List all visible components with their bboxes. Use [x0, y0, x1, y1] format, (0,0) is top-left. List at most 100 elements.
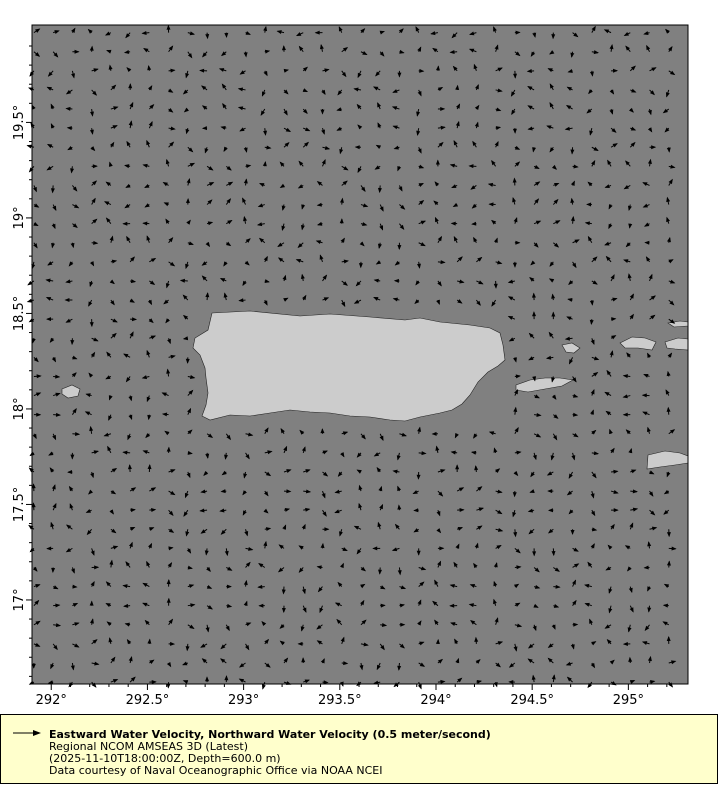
- velocity-arrow: [245, 31, 251, 35]
- velocity-arrow: [623, 31, 631, 37]
- velocity-arrow: [566, 490, 573, 496]
- velocity-arrow: [551, 164, 557, 170]
- velocity-arrow: [356, 548, 362, 555]
- velocity-arrow: [392, 89, 400, 93]
- velocity-arrow: [469, 31, 477, 36]
- velocity-arrow: [437, 260, 446, 265]
- velocity-arrow: [165, 218, 170, 224]
- velocity-arrow: [527, 658, 535, 664]
- velocity-arrow: [474, 104, 480, 111]
- velocity-arrow: [321, 159, 326, 167]
- velocity-arrow: [104, 201, 112, 206]
- velocity-arrow: [149, 487, 157, 492]
- velocity-arrow: [529, 277, 535, 282]
- velocity-arrow: [491, 219, 497, 225]
- velocity-arrow: [187, 407, 192, 415]
- velocity-arrow: [649, 67, 657, 72]
- velocity-arrow: [264, 450, 273, 455]
- velocity-arrow: [495, 662, 501, 668]
- velocity-arrow: [245, 164, 252, 169]
- x-tick-label: 292.5°: [126, 693, 170, 708]
- velocity-arrow: [283, 68, 289, 73]
- velocity-arrow: [166, 597, 171, 606]
- velocity-arrow: [418, 199, 425, 205]
- velocity-arrow: [161, 412, 169, 417]
- velocity-arrow: [397, 662, 402, 671]
- velocity-arrow: [144, 619, 150, 626]
- velocity-arrow: [31, 338, 36, 344]
- velocity-arrow: [31, 483, 36, 492]
- velocity-arrow: [264, 490, 269, 497]
- velocity-arrow: [277, 257, 285, 263]
- velocity-arrow: [643, 373, 650, 378]
- velocity-arrow: [604, 624, 612, 629]
- y-axis: 17° 17.5° 18° 18.5° 19° 19.5°: [12, 45, 32, 677]
- velocity-arrow: [437, 490, 444, 497]
- velocity-arrow: [630, 489, 638, 494]
- velocity-arrow: [360, 642, 369, 647]
- velocity-arrow: [26, 298, 35, 303]
- velocity-arrow: [319, 605, 324, 614]
- velocity-arrow: [398, 28, 404, 34]
- velocity-arrow: [668, 318, 676, 324]
- velocity-arrow: [589, 128, 594, 136]
- velocity-arrow: [376, 662, 381, 671]
- velocity-arrow: [572, 433, 579, 438]
- velocity-arrow: [455, 84, 460, 91]
- velocity-arrow: [110, 125, 118, 129]
- velocity-arrow: [264, 145, 272, 150]
- x-tick-label: 294°: [420, 693, 451, 708]
- velocity-arrow: [418, 662, 426, 667]
- velocity-arrow: [568, 509, 574, 515]
- x-tick-label: 294.5°: [510, 693, 554, 708]
- velocity-arrow: [377, 122, 382, 129]
- velocity-arrow: [341, 165, 349, 171]
- velocity-arrow: [108, 161, 113, 167]
- velocity-arrow: [110, 299, 115, 306]
- velocity-arrow: [225, 198, 232, 205]
- velocity-arrow: [168, 45, 174, 53]
- velocity-arrow: [591, 146, 599, 151]
- velocity-arrow: [85, 508, 92, 513]
- velocity-arrow: [475, 299, 481, 306]
- velocity-arrow: [128, 656, 133, 664]
- velocity-arrow: [528, 332, 535, 339]
- velocity-arrow: [417, 426, 422, 434]
- velocity-arrow: [610, 127, 617, 133]
- velocity-arrow: [514, 602, 521, 607]
- velocity-arrow: [476, 679, 483, 684]
- velocity-arrow: [201, 261, 208, 266]
- velocity-arrow: [418, 581, 425, 587]
- velocity-arrow: [649, 145, 657, 150]
- velocity-arrow: [109, 509, 114, 515]
- velocity-arrow: [65, 89, 73, 95]
- velocity-arrow: [281, 223, 286, 232]
- velocity-arrow: [494, 140, 499, 148]
- velocity-arrow: [474, 636, 479, 644]
- velocity-arrow: [495, 509, 503, 515]
- velocity-arrow: [51, 567, 56, 574]
- velocity-arrow: [182, 661, 189, 666]
- velocity-arrow: [662, 108, 670, 114]
- velocity-arrow: [569, 357, 574, 365]
- velocity-arrow: [530, 260, 536, 266]
- velocity-arrow: [341, 661, 349, 666]
- velocity-arrow: [354, 145, 361, 150]
- velocity-arrow: [206, 566, 211, 573]
- velocity-arrow: [283, 489, 292, 494]
- velocity-arrow: [245, 238, 251, 244]
- velocity-arrow: [456, 256, 463, 263]
- velocity-arrow: [168, 126, 176, 131]
- velocity-arrow: [84, 411, 92, 416]
- velocity-arrow: [303, 489, 312, 494]
- velocity-arrow: [629, 313, 634, 320]
- velocity-arrow: [355, 280, 362, 287]
- velocity-arrow: [263, 540, 268, 549]
- velocity-arrow: [90, 351, 96, 358]
- velocity-arrow: [187, 584, 195, 589]
- velocity-arrow: [610, 523, 615, 530]
- velocity-arrow: [129, 526, 136, 531]
- velocity-arrow: [435, 65, 440, 71]
- velocity-arrow: [553, 604, 560, 608]
- velocity-arrow: [322, 145, 331, 150]
